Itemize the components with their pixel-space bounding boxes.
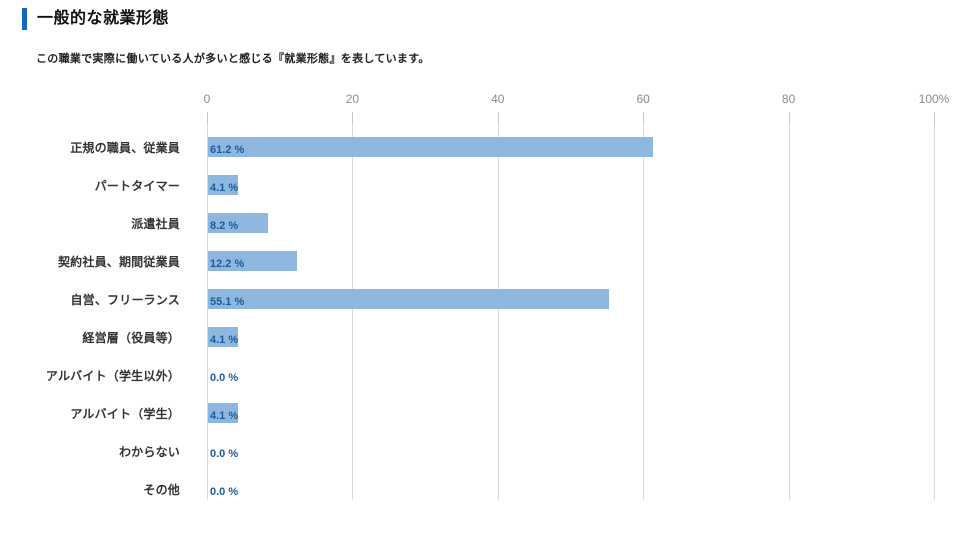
category-label: 契約社員、期間従業員: [57, 254, 180, 269]
bar-value-label: 4.1 %: [210, 334, 239, 346]
bar-value-label: 61.2 %: [210, 144, 245, 156]
x-axis-tick-mark: [643, 112, 645, 124]
bar: [208, 213, 268, 233]
bar-value-label: 4.1 %: [210, 410, 239, 422]
bar: [208, 137, 653, 157]
x-axis-tick-mark: [497, 112, 499, 124]
bar-value-label: 12.2 %: [210, 258, 245, 270]
category-label: 正規の職員、従業員: [70, 140, 180, 155]
bar: [208, 289, 609, 309]
chart-description: この職業で実際に働いている人が多いと感じる『就業形態』を表しています。: [36, 53, 430, 65]
category-label: 自営、フリーランス: [70, 292, 180, 307]
category-label: アルバイト（学生以外）: [45, 368, 180, 383]
gridline: [497, 124, 499, 500]
gridline: [643, 124, 645, 500]
x-axis-tick-label: 20: [345, 92, 360, 106]
x-axis-tick-label: 60: [636, 92, 650, 106]
x-axis-tick-label: 80: [781, 92, 796, 106]
bar: [208, 403, 238, 423]
category-label: その他: [143, 482, 180, 497]
gridline: [788, 124, 790, 500]
x-axis-tick-mark: [788, 112, 790, 124]
x-axis-tick-mark: [352, 112, 354, 124]
gridline: [207, 124, 208, 500]
bar-value-label: 0.0 %: [210, 372, 239, 384]
x-axis-tick-mark: [934, 112, 935, 124]
category-label: わからない: [118, 444, 180, 459]
gridline: [934, 124, 935, 500]
x-axis-tick-mark: [207, 112, 208, 124]
section-header: 一般的な就業形態: [22, 8, 169, 30]
bar: [208, 251, 297, 271]
bar-value-label: 0.0 %: [210, 486, 239, 498]
bar-value-label: 0.0 %: [210, 448, 239, 460]
plot-area: 61.2 % 4.1 % 8.2 % 12.2 % 55.1 % 4.1 % 0.0 % 4.…: [207, 124, 935, 500]
x-axis-tick-label: 0: [203, 92, 211, 106]
page-title: 一般的な就業形態: [37, 10, 170, 27]
category-label: パートタイマー: [94, 178, 180, 193]
bar: [208, 327, 238, 347]
bar: [208, 175, 238, 195]
category-label: アルバイト（学生）: [70, 406, 180, 421]
gridline: [352, 124, 354, 500]
bar-value-label: 55.1 %: [210, 296, 245, 308]
y-axis-category-labels: 正規の職員、従業員パートタイマー派遣社員契約社員、期間従業員自営、フリーランス経…: [0, 124, 180, 500]
bar-value-label: 4.1 %: [210, 182, 239, 194]
category-label: 派遣社員: [131, 216, 180, 231]
bar-value-label: 8.2 %: [210, 220, 239, 232]
x-axis-tick-label: 100%: [918, 92, 950, 106]
x-axis-tick-marks: [207, 112, 935, 124]
x-axis-tick-label: 40: [491, 92, 505, 106]
x-axis: 0 20 40 60 80 100%: [204, 92, 950, 108]
category-label: 経営層（役員等）: [82, 330, 180, 345]
